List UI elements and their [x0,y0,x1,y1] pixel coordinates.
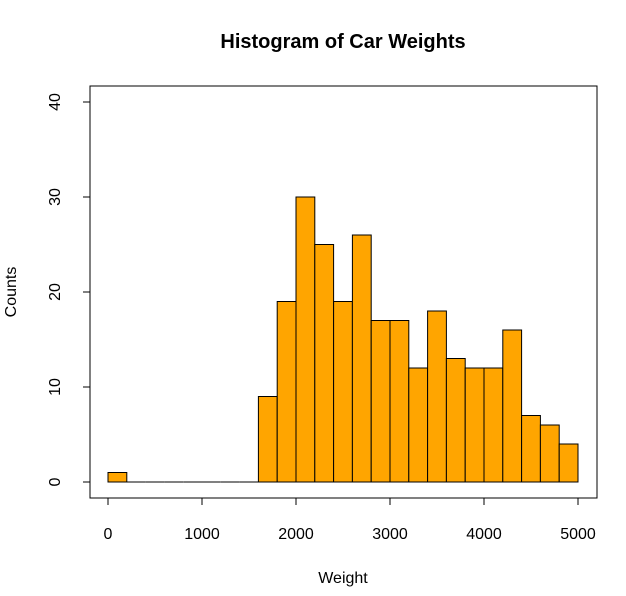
x-tick-label: 0 [104,526,113,543]
histogram-bar [276,301,297,483]
bars-group [107,196,579,483]
histogram-bar [558,443,579,483]
histogram-bar [389,320,410,483]
y-axis-label: Counts [3,267,20,318]
histogram-bar [408,367,429,483]
x-axis-label: Weight [318,570,368,587]
histogram-bar [539,424,560,483]
chart-title: Histogram of Car Weights [220,31,465,53]
x-axis: 0 1000 2000 3000 4000 5000 [104,497,596,543]
y-tick-label: 40 [47,93,64,111]
histogram-bar [445,358,466,483]
y-tick-label: 0 [47,477,64,486]
x-tick-label: 5000 [560,526,596,543]
histogram-bar [370,320,391,483]
histogram-bar [427,310,447,483]
histogram-bar [107,472,128,483]
histogram-bar [521,415,541,483]
x-tick-label: 4000 [466,526,502,543]
y-tick-label: 30 [47,188,64,206]
histogram-bar [351,234,372,483]
x-tick-label: 3000 [372,526,408,543]
histogram-bar [333,301,353,483]
y-tick-label: 10 [47,378,64,396]
histogram-bar [502,329,523,483]
x-tick-label: 1000 [184,526,220,543]
histogram-bar [295,196,316,483]
histogram-bar [483,367,504,483]
histogram-bar [464,367,485,483]
histogram-bar [257,396,278,483]
y-axis: 0 10 20 30 40 [47,93,91,486]
y-tick-label: 20 [47,283,64,301]
x-tick-label: 2000 [278,526,314,543]
histogram-bar [314,244,335,483]
